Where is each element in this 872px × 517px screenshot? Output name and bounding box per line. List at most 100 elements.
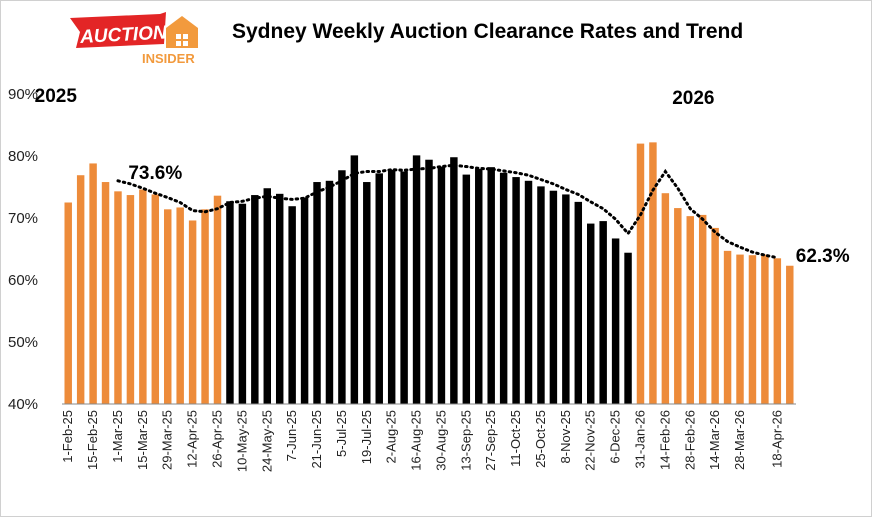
x-tick-label: 28-Mar-26 — [732, 410, 747, 470]
x-tick-label: 5-Jul-25 — [334, 410, 349, 457]
bar-25-Apr-26 — [786, 265, 794, 404]
y-tick-label: 60% — [8, 272, 38, 289]
logo-house-icon — [166, 16, 198, 48]
trend-line — [116, 163, 779, 260]
x-tick-label: 14-Mar-26 — [707, 410, 722, 470]
bar-19-Jul-25 — [363, 182, 371, 404]
x-tick-label: 1-Mar-25 — [110, 410, 125, 463]
y-tick-label: 90% — [8, 86, 38, 103]
bar-4-Apr-26 — [748, 255, 757, 404]
bar-15-Nov-25 — [574, 201, 583, 404]
bar-23-Aug-25 — [425, 159, 433, 404]
bar-13-Dec-25 — [624, 252, 632, 404]
x-tick-label: 1-Feb-25 — [60, 410, 75, 463]
bar-15-Mar-25 — [139, 189, 147, 404]
x-tick-label: 14-Feb-26 — [657, 410, 672, 470]
bar-1-Mar-25 — [114, 191, 122, 404]
bar-17-May-25 — [251, 195, 259, 404]
y-tick-label: 40% — [8, 396, 38, 413]
bar-7-Feb-26 — [649, 142, 657, 405]
x-tick-label: 6-Dec-25 — [608, 410, 623, 463]
annotation-label: 2026 — [672, 88, 714, 109]
x-tick-label: 11-Oct-25 — [508, 410, 523, 467]
bar-18-Oct-25 — [524, 180, 533, 404]
bar-7-Jun-25 — [288, 206, 296, 404]
bar-26-Jul-25 — [375, 173, 383, 404]
bar-6-Dec-25 — [611, 238, 620, 404]
bar-24-May-25 — [263, 188, 271, 404]
x-tick-label: 26-Apr-25 — [210, 410, 225, 468]
bar-8-Feb-25 — [76, 175, 85, 404]
x-tick-label: 24-May-25 — [259, 410, 274, 472]
bar-5-Jul-25 — [338, 170, 346, 404]
bar-26-Apr-25 — [213, 195, 222, 404]
auction-insider-logo: AUCTION INSIDER — [70, 12, 198, 66]
bar-21-Feb-26 — [674, 208, 682, 404]
bar-31-May-25 — [275, 193, 284, 404]
x-tick-label: 7-Jun-25 — [284, 410, 299, 461]
bar-3-May-25 — [226, 201, 234, 404]
bar-28-Jun-25 — [325, 180, 334, 404]
bar-16-Aug-25 — [412, 155, 421, 404]
x-tick-label: 28-Feb-26 — [682, 410, 697, 470]
x-tick-label: 18-Apr-26 — [769, 410, 784, 468]
bar-12-Apr-25 — [188, 220, 197, 404]
bar-22-Nov-25 — [587, 223, 595, 404]
bar-21-Jun-25 — [313, 182, 321, 404]
bar-22-Mar-25 — [151, 194, 160, 404]
bar-15-Feb-25 — [89, 163, 97, 404]
bar-28-Feb-26 — [686, 216, 694, 404]
bar-21-Mar-26 — [723, 250, 732, 404]
annotation-label: 62.3% — [796, 246, 850, 267]
bar-18-Apr-26 — [773, 258, 782, 404]
bar-25-Oct-25 — [537, 186, 545, 404]
bar-19-Apr-25 — [201, 209, 209, 404]
bar-11-Apr-26 — [761, 254, 769, 404]
x-tick-label: 8-Nov-25 — [558, 410, 573, 463]
chart-title: Sydney Weekly Auction Clearance Rates an… — [232, 20, 744, 43]
bar-2-Aug-25 — [387, 169, 396, 404]
bar-9-Aug-25 — [400, 171, 408, 404]
bar-29-Mar-25 — [164, 209, 172, 404]
bar-20-Sep-25 — [475, 169, 483, 404]
bar-4-Oct-25 — [499, 172, 508, 404]
x-tick-label: 22-Nov-25 — [583, 410, 598, 471]
x-tick-label: 15-Feb-25 — [85, 410, 100, 470]
logo-line1: AUCTION — [79, 22, 169, 48]
bar-30-Aug-25 — [437, 166, 446, 404]
y-axis: 40% 50% 60% 70% 80% 90% — [8, 86, 38, 413]
bar-28-Mar-26 — [736, 254, 744, 404]
y-tick-label: 80% — [8, 148, 38, 165]
bar-11-Oct-25 — [512, 177, 520, 404]
x-tick-label: 12-Apr-25 — [185, 410, 200, 468]
x-tick-label: 25-Oct-25 — [533, 410, 548, 468]
x-tick-label: 15-Mar-25 — [135, 410, 150, 470]
x-tick-label: 13-Sep-25 — [458, 410, 473, 471]
bar-8-Mar-25 — [126, 195, 135, 404]
annotations: 2025 2026 73.6% 62.3% — [35, 86, 850, 267]
bar-1-Feb-25 — [64, 202, 72, 404]
bar-14-Mar-26 — [711, 227, 719, 404]
x-tick-label: 16-Aug-25 — [409, 410, 424, 471]
x-tick-label: 19-Jul-25 — [359, 410, 374, 464]
x-tick-label: 21-Jun-25 — [309, 410, 324, 469]
logo-flag-shape — [70, 12, 166, 48]
x-axis: 1-Feb-25 15-Feb-25 1-Mar-25 15-Mar-25 29-Mar… — [60, 403, 796, 472]
bar-5-Apr-25 — [176, 207, 184, 404]
logo-line2: INSIDER — [142, 51, 195, 66]
annotation-label: 73.6% — [128, 163, 182, 184]
bar-12-Jul-25 — [350, 155, 359, 404]
x-tick-label: 2-Aug-25 — [384, 410, 399, 463]
trend-series — [116, 163, 779, 260]
x-tick-label: 31-Jan-26 — [632, 410, 647, 469]
bar-7-Mar-26 — [698, 214, 707, 404]
bar-29-Nov-25 — [599, 221, 607, 404]
bar-1-Nov-25 — [549, 190, 558, 404]
bar-series — [64, 142, 794, 405]
x-tick-label: 30-Aug-25 — [433, 410, 448, 471]
y-tick-label: 50% — [8, 334, 38, 351]
bar-10-May-25 — [238, 203, 247, 404]
bar-13-Sep-25 — [462, 174, 471, 404]
bar-22-Feb-25 — [101, 182, 110, 404]
